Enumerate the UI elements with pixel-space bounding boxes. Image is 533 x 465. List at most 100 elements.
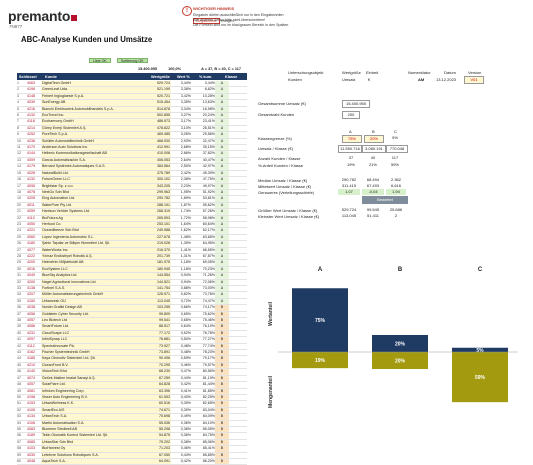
- customer-revenue[interactable]: 469.485: [146, 132, 171, 138]
- customer-revenue[interactable]: 90.496: [146, 356, 171, 362]
- customer-name[interactable]: UrbanWellness K.K.: [41, 401, 146, 407]
- customer-name[interactable]: SmartEco A/S: [41, 407, 146, 414]
- customer-name[interactable]: Bloemen Stedbrell AB: [41, 426, 146, 433]
- customer-revenue[interactable]: 216.370: [146, 247, 171, 253]
- customer-revenue[interactable]: 63.396: [146, 388, 171, 394]
- customer-id[interactable]: 4170: [27, 145, 35, 150]
- customer-name[interactable]: OceanFront B.V.: [41, 362, 146, 369]
- customer-id[interactable]: 4097: [27, 337, 35, 342]
- customer-id[interactable]: 4210: [27, 362, 35, 367]
- customer-id[interactable]: 4200: [27, 260, 35, 265]
- customer-revenue[interactable]: 529.724: [146, 81, 171, 87]
- customer-revenue[interactable]: 521.199: [146, 87, 171, 93]
- customer-id[interactable]: 4103: [27, 446, 35, 451]
- customer-id[interactable]: 4110: [27, 215, 35, 220]
- customer-id[interactable]: 4050: [27, 221, 35, 226]
- customer-revenue[interactable]: 60.516: [146, 401, 171, 407]
- customer-id[interactable]: 4059: [27, 209, 35, 214]
- customer-id[interactable]: 4106: [27, 407, 35, 412]
- customer-name[interactable]: UrbanTech S.A.: [41, 414, 146, 420]
- customer-revenue[interactable]: 64.828: [146, 382, 171, 388]
- customer-name[interactable]: Lefebvre Solutions Robotiques S.A.: [41, 452, 146, 458]
- customer-name[interactable]: Nagel Agricultural Innovations Ltd.: [41, 279, 146, 285]
- customer-name[interactable]: EcoTrend Inc.: [41, 113, 146, 119]
- customer-id[interactable]: 4009: [27, 157, 35, 162]
- customer-revenue[interactable]: 126.971: [146, 292, 171, 298]
- customer-name[interactable]: Nordin Grafikt Design AB: [41, 305, 146, 311]
- customer-name[interactable]: Yılmaz Endüstriyel Robotik A.Ş.: [41, 253, 146, 260]
- customer-id[interactable]: 4060: [27, 234, 35, 239]
- customer-id[interactable]: 4056: [27, 311, 35, 316]
- customer-revenue[interactable]: 75.202: [146, 439, 171, 446]
- customer-revenue[interactable]: 412.991: [146, 145, 171, 151]
- customer-id[interactable]: 4048: [27, 458, 35, 463]
- class-limit-a[interactable]: 75%: [342, 135, 362, 143]
- customer-name[interactable]: Kaya Otomotiv Sistemleri Ltd. Şti.: [41, 356, 146, 362]
- customer-id[interactable]: 4214: [27, 125, 35, 130]
- col-header-class[interactable]: Klasse: [225, 74, 238, 79]
- customer-id[interactable]: 4252: [27, 132, 35, 137]
- customer-id[interactable]: 4106: [27, 420, 35, 425]
- customer-name[interactable]: NextGo Sdn Bhd: [41, 189, 146, 196]
- customer-id[interactable]: 4112: [27, 343, 35, 348]
- customer-revenue[interactable]: 290.782: [146, 196, 171, 202]
- customer-revenue[interactable]: 180.945: [146, 266, 171, 273]
- customer-revenue[interactable]: 486.973: [146, 119, 171, 125]
- customer-id[interactable]: 4095: [27, 183, 35, 188]
- customer-revenue[interactable]: 54.875: [146, 433, 171, 439]
- class-limit-b[interactable]: 20%: [364, 135, 384, 143]
- customer-id[interactable]: 4057: [27, 382, 35, 387]
- customer-id[interactable]: 4038: [27, 305, 35, 310]
- customer-revenue[interactable]: 71.203: [146, 446, 171, 452]
- customer-revenue[interactable]: 67.259: [146, 375, 171, 382]
- customer-name[interactable]: Goldstein Cyber Security Ltd.: [41, 311, 146, 318]
- customer-name[interactable]: Anderson Auto Solutions Inc.: [41, 145, 146, 151]
- customer-name[interactable]: UrbanStar Sdn Bhd: [41, 439, 146, 446]
- customer-name[interactable]: SmartFuture Ltd.: [41, 324, 146, 330]
- customer-revenue[interactable]: 502.855: [146, 113, 171, 119]
- customer-id[interactable]: 4222: [27, 253, 35, 258]
- customer-revenue[interactable]: 76.881: [146, 337, 171, 343]
- col-header-key[interactable]: Schlüssel: [19, 74, 37, 79]
- customer-revenue[interactable]: 515.454: [146, 100, 171, 106]
- customer-revenue[interactable]: 406.053: [146, 157, 171, 164]
- customer-revenue[interactable]: 514.878: [146, 106, 171, 113]
- customer-name[interactable]: VisionTech Bhd: [41, 369, 146, 375]
- customer-id[interactable]: 4196: [27, 87, 35, 92]
- customer-revenue[interactable]: 68.230: [146, 369, 171, 375]
- customer-revenue[interactable]: 249.588: [146, 228, 171, 234]
- customer-name[interactable]: PureTech S.p.A.: [41, 132, 146, 138]
- customer-id[interactable]: 4180: [27, 241, 35, 246]
- customer-id[interactable]: 4086: [27, 324, 35, 329]
- customer-name[interactable]: García Automatización S.A.: [41, 157, 146, 164]
- customer-revenue[interactable]: 299.963: [146, 189, 171, 196]
- customer-name[interactable]: Fortinel S.A.S.: [41, 286, 146, 292]
- customer-id[interactable]: 4083: [27, 426, 35, 431]
- customer-name[interactable]: DigitalTech GmbH: [41, 81, 146, 87]
- col-header-cum[interactable]: % kum.: [199, 74, 213, 79]
- customer-revenue[interactable]: 343.205: [146, 183, 171, 189]
- customer-revenue[interactable]: 410.008: [146, 151, 171, 157]
- customer-revenue[interactable]: 113.045: [146, 298, 171, 305]
- customer-revenue[interactable]: 181.975: [146, 260, 171, 266]
- customer-revenue[interactable]: 99.809: [146, 311, 171, 318]
- customer-id[interactable]: 4162: [27, 350, 35, 355]
- customer-id[interactable]: 4231: [27, 330, 35, 335]
- customer-id[interactable]: 4144: [27, 151, 35, 156]
- customer-id[interactable]: 4179: [27, 164, 35, 169]
- customer-name[interactable]: WaterPure Pty Ltd: [41, 202, 146, 209]
- customer-revenue[interactable]: 144.521: [146, 279, 171, 285]
- customer-revenue[interactable]: 253.101: [146, 221, 171, 228]
- customer-revenue[interactable]: 67.050: [146, 452, 171, 458]
- customer-name[interactable]: López Ingeniería Automotriz S.L.: [41, 234, 146, 241]
- customer-name[interactable]: CloudScape LLC: [41, 330, 146, 337]
- customer-revenue[interactable]: 99.541: [146, 318, 171, 324]
- customer-id[interactable]: 4011: [27, 202, 35, 207]
- customer-name[interactable]: Bianchi Elektrowerk Automobilhandels S.p…: [41, 106, 146, 113]
- customer-id[interactable]: 4049: [27, 273, 35, 278]
- val-value[interactable]: Umsatz: [342, 77, 356, 82]
- customer-name[interactable]: Hellenic Kommunikationsgesellschaft AB: [41, 151, 146, 157]
- customer-name[interactable]: Ecoharmony GmbH: [41, 119, 146, 125]
- customer-name[interactable]: Müller Automatisierungstechnik GmbH: [41, 292, 146, 298]
- customer-revenue[interactable]: 55.298: [146, 426, 171, 433]
